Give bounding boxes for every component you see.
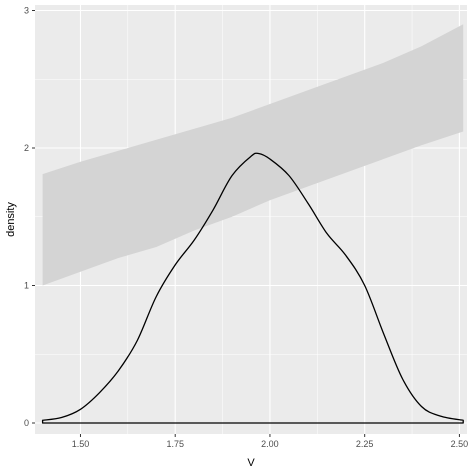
series-layer — [41, 24, 464, 424]
y-tick-label: 3 — [24, 6, 29, 16]
x-tick-label: 1.50 — [72, 439, 90, 449]
y-axis: 0 1 2 3 — [24, 6, 35, 428]
y-tick-label: 1 — [24, 281, 29, 291]
x-axis-title: V — [247, 457, 255, 469]
y-tick-label: 0 — [24, 418, 29, 428]
x-tick-label: 2.00 — [261, 439, 279, 449]
x-tick-label: 1.75 — [166, 439, 184, 449]
density-curve — [41, 152, 464, 424]
y-axis-title: density — [5, 202, 17, 237]
x-tick-label: 2.50 — [451, 439, 469, 449]
x-tick-label: 2.25 — [356, 439, 374, 449]
x-axis: 1.50 1.75 2.00 2.25 2.50 — [72, 434, 468, 449]
y-tick-label: 2 — [24, 143, 29, 153]
